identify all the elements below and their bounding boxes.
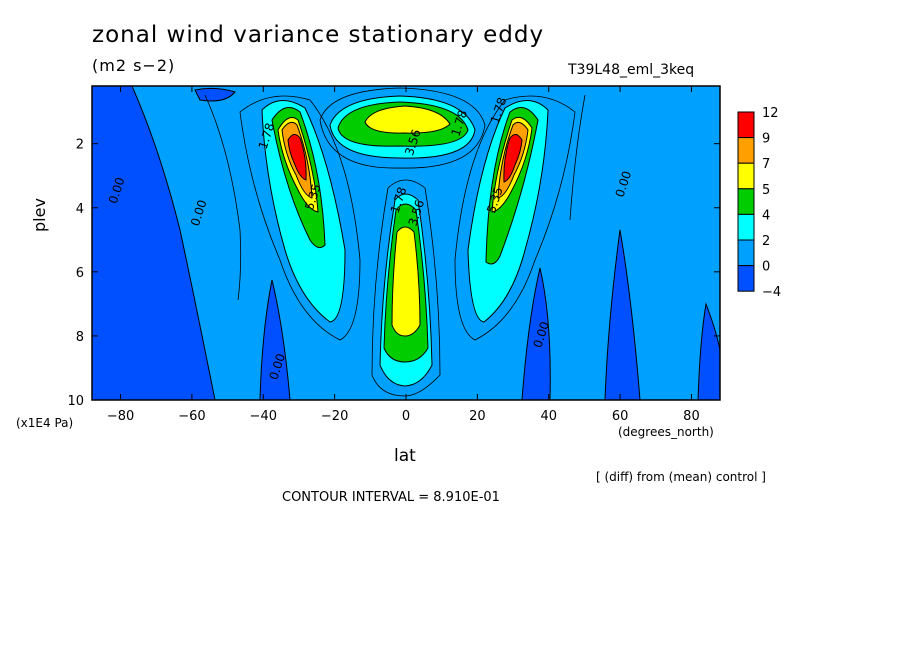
legend-swatch [737, 188, 755, 215]
x-axis-ticks: −80 −60 −40 −20 0 20 40 60 80 [107, 86, 700, 424]
legend-swatch [737, 239, 755, 267]
legend-swatch [737, 213, 755, 241]
legend-label: 2 [762, 234, 770, 249]
region-low-north-midlat [521, 267, 551, 400]
y-axis-ticks: 2 4 6 8 10 [67, 138, 720, 409]
legend-swatch [737, 137, 755, 164]
run-name: T39L48_eml_3keq [568, 62, 695, 78]
legend-label: −4 [762, 285, 781, 300]
x-tick-label: −40 [250, 409, 277, 424]
legend-label: 4 [762, 208, 770, 223]
y-axis-units: (x1E4 Pa) [16, 416, 74, 430]
region-low-southpole [92, 86, 216, 400]
contour-line-east [569, 94, 586, 221]
legend-swatch [737, 162, 755, 190]
x-tick-label: 20 [469, 409, 486, 424]
x-axis-label: lat [394, 446, 416, 466]
legend-swatch [737, 111, 755, 139]
contour-line-north-outer [454, 95, 576, 341]
x-tick-label: −60 [178, 409, 205, 424]
y-tick-label: 2 [76, 138, 84, 153]
contour-interval: CONTOUR INTERVAL = 8.910E-01 [282, 490, 500, 505]
contour-line-west [204, 94, 242, 301]
y-tick-label: 10 [67, 394, 84, 409]
x-tick-label: 60 [612, 409, 629, 424]
legend-label: 7 [762, 157, 770, 172]
legend-label: 12 [762, 106, 779, 121]
diff-note: [ (diff) from (mean) control ] [596, 470, 766, 484]
chart-units: (m2 s−2) [92, 56, 176, 75]
region-low-northpole [697, 302, 720, 400]
legend-swatch [737, 265, 755, 292]
x-tick-label: −80 [107, 409, 134, 424]
region-low-south-midlat [259, 279, 291, 400]
chart-title: zonal wind variance stationary eddy [92, 22, 545, 48]
x-tick-label: 40 [540, 409, 557, 424]
x-tick-label: −20 [321, 409, 348, 424]
x-axis-units: (degrees_north) [618, 425, 714, 439]
upper-blob-yellow [364, 105, 451, 134]
y-tick-label: 8 [76, 330, 84, 345]
column-yellow [391, 226, 421, 337]
region-low-topleft [194, 87, 236, 102]
contour-line-upper-outer [319, 87, 486, 169]
legend-label: 0 [762, 260, 770, 275]
x-tick-label: 0 [402, 409, 410, 424]
region-low-north-high [604, 229, 641, 400]
legend-label: 9 [762, 132, 770, 147]
legend-label: 5 [762, 183, 770, 198]
contour-line-column-outer [371, 179, 441, 397]
colorbar-legend: 12 9 7 5 4 2 0 −4 [737, 106, 781, 300]
x-tick-label: 80 [683, 409, 700, 424]
contour-line-south-outer [239, 95, 361, 341]
y-tick-label: 6 [76, 266, 84, 281]
jet-south-red [287, 134, 307, 181]
jet-north-red [503, 134, 523, 183]
y-tick-label: 4 [76, 202, 84, 217]
